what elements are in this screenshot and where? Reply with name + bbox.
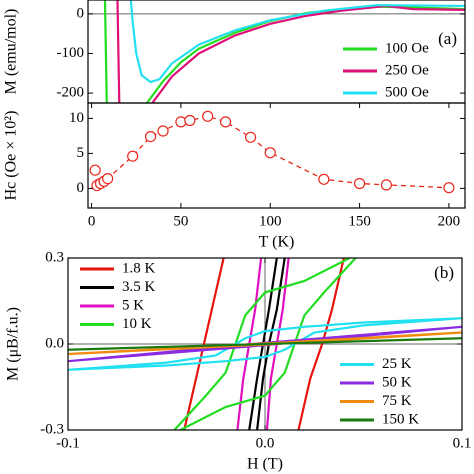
x-axis-label: T (K) bbox=[259, 234, 295, 251]
y-tick-label: -0.3 bbox=[40, 421, 64, 437]
series-line bbox=[173, 258, 357, 430]
plot-frame bbox=[87, 102, 466, 209]
y-axis-label: M (μB/f.u.) bbox=[5, 307, 22, 381]
series-line bbox=[116, 0, 465, 103]
x-tick-label: 0.1 bbox=[453, 435, 472, 451]
legend-label: 500 Oe bbox=[385, 84, 429, 100]
y-tick-label: 0.0 bbox=[45, 335, 64, 351]
data-point bbox=[184, 114, 196, 127]
x-tick-label: 50 bbox=[173, 213, 188, 229]
data-point bbox=[127, 150, 139, 162]
series-line bbox=[68, 325, 462, 363]
data-point bbox=[157, 125, 169, 137]
data-point bbox=[443, 182, 455, 194]
y-axis-label: Hc (Oe × 10²) bbox=[3, 111, 20, 201]
legend-label: 100 Oe bbox=[385, 40, 429, 56]
y-tick-label: -100 bbox=[57, 45, 85, 61]
legend-label: 1.8 K bbox=[122, 260, 156, 276]
y-tick-label: 0 bbox=[77, 180, 85, 196]
legend-label: 150 K bbox=[382, 411, 419, 427]
legend-label: 50 K bbox=[382, 374, 412, 390]
x-tick-label: 0.0 bbox=[256, 435, 275, 451]
y-tick-label: -200 bbox=[57, 85, 85, 101]
legend-label: 10 K bbox=[122, 316, 152, 332]
y-tick-label: 0 bbox=[77, 5, 85, 21]
legend-label: 5 K bbox=[122, 297, 144, 313]
panel-label: (a) bbox=[438, 29, 457, 48]
series-line bbox=[129, 0, 465, 84]
series-line bbox=[183, 258, 345, 430]
legend-label: 3.5 K bbox=[122, 279, 156, 295]
y-tick-label: 0.3 bbox=[45, 249, 64, 265]
x-axis-label: H (T) bbox=[247, 456, 283, 473]
data-point bbox=[144, 131, 157, 143]
data-point bbox=[102, 173, 114, 185]
x-tick-label: 150 bbox=[348, 213, 371, 229]
plot-frame bbox=[67, 257, 463, 431]
data-point bbox=[89, 164, 101, 176]
x-tick-label: 0 bbox=[88, 213, 96, 229]
plot-area bbox=[68, 258, 462, 430]
y-tick-label: 5 bbox=[77, 145, 85, 161]
series-line bbox=[68, 337, 462, 351]
x-tick-label: -0.1 bbox=[56, 435, 80, 451]
data-point bbox=[318, 173, 330, 185]
data-point bbox=[202, 110, 214, 122]
data-point bbox=[219, 116, 232, 128]
plot-area bbox=[88, 0, 465, 103]
data-point bbox=[353, 177, 366, 190]
legend-label: 250 Oe bbox=[385, 62, 429, 78]
plot-area bbox=[89, 110, 455, 194]
data-point bbox=[380, 179, 392, 191]
legend-label: 25 K bbox=[382, 356, 412, 372]
panel-label: (b) bbox=[434, 263, 454, 282]
legend-label: 75 K bbox=[382, 393, 412, 409]
data-point bbox=[264, 147, 276, 159]
data-point bbox=[175, 116, 187, 128]
y-tick-label: 10 bbox=[69, 110, 84, 126]
x-tick-label: 200 bbox=[438, 213, 461, 229]
x-tick-label: 100 bbox=[259, 213, 282, 229]
y-axis-label: M (emu/mol) bbox=[3, 9, 20, 95]
data-point bbox=[244, 131, 257, 143]
